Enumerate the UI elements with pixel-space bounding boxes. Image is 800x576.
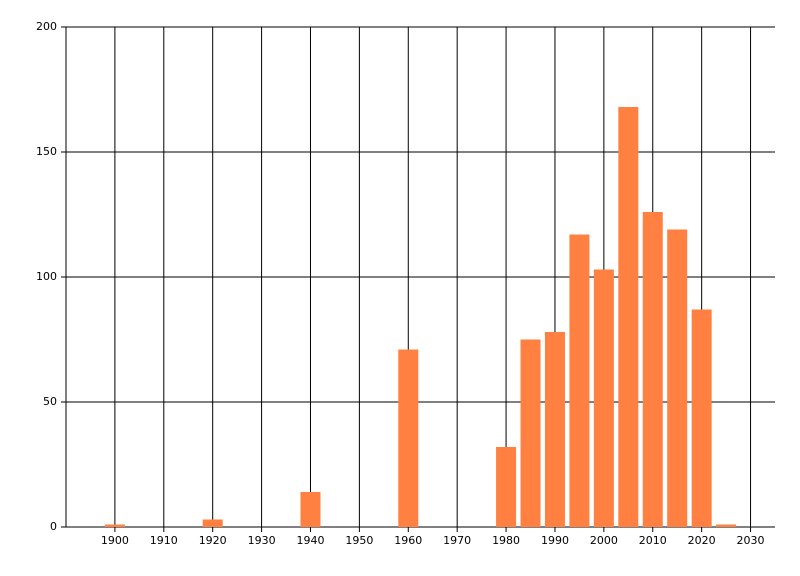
x-tick-label: 1920 <box>199 534 227 547</box>
x-tick-label: 1960 <box>394 534 422 547</box>
bar <box>520 339 541 527</box>
x-tick-label: 1930 <box>248 534 276 547</box>
bar <box>716 524 737 527</box>
y-tick-label: 150 <box>36 145 57 158</box>
y-tick-label: 200 <box>36 20 57 33</box>
bar <box>569 234 590 527</box>
x-tick-label: 1970 <box>443 534 471 547</box>
x-tick-label: 1910 <box>150 534 178 547</box>
x-tick-label: 1990 <box>541 534 569 547</box>
bar <box>593 269 614 527</box>
bar <box>496 447 517 527</box>
bar <box>300 492 321 527</box>
x-tick-label: 1900 <box>101 534 129 547</box>
bar <box>642 212 663 527</box>
x-tick-label: 1940 <box>296 534 324 547</box>
x-tick-label: 2010 <box>639 534 667 547</box>
bar <box>104 524 125 527</box>
x-tick-label: 2000 <box>590 534 618 547</box>
bar <box>398 349 419 527</box>
bar <box>691 309 712 527</box>
bar <box>667 229 688 527</box>
y-tick-label: 50 <box>43 395 57 408</box>
x-tick-label: 2030 <box>737 534 765 547</box>
bar <box>618 107 639 527</box>
bar <box>202 519 223 527</box>
x-tick-label: 1980 <box>492 534 520 547</box>
bar <box>544 332 565 527</box>
x-tick-label: 1950 <box>345 534 373 547</box>
y-tick-label: 0 <box>50 520 57 533</box>
x-tick-label: 2020 <box>688 534 716 547</box>
y-tick-label: 100 <box>36 270 57 283</box>
